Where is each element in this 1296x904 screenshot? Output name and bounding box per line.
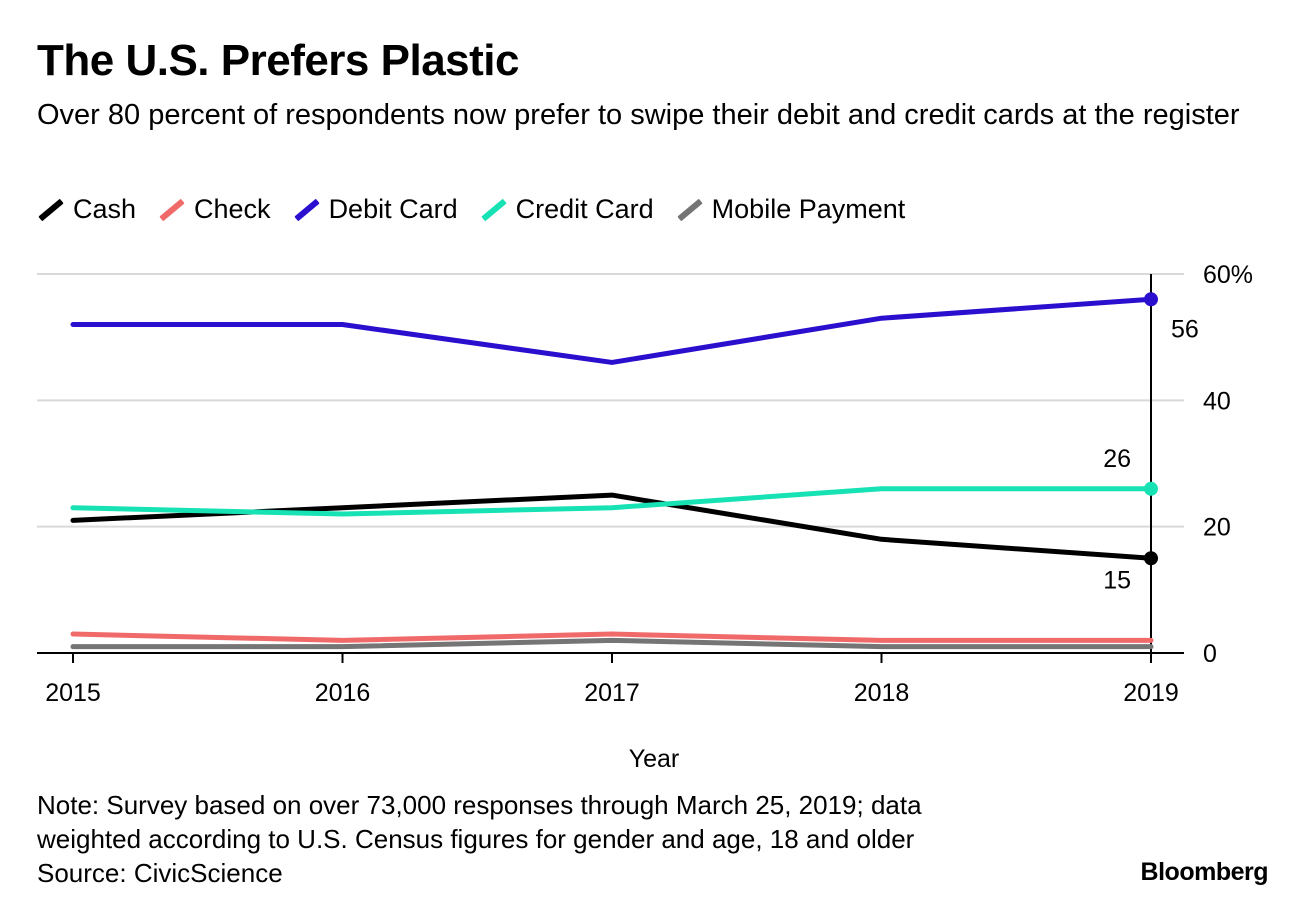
y-tick-label-20: 20 <box>1203 514 1231 542</box>
legend-label-cash: Cash <box>73 194 137 224</box>
chart-subtitle: Over 80 percent of respondents now prefe… <box>37 99 1240 131</box>
x-tick-label-2015: 2015 <box>45 679 101 707</box>
series-line-credit-card <box>70 486 1154 517</box>
legend-label-mobile-payment: Mobile Payment <box>711 194 906 224</box>
end-label-cash: 15 <box>1103 566 1131 594</box>
legend-label-check: Check <box>194 194 271 224</box>
legend-item-cash: Cash <box>37 194 136 225</box>
x-tick-label-2016: 2016 <box>315 679 371 707</box>
legend: Cash Check Debit Card Credit Card Mobile… <box>37 194 927 225</box>
y-tick-label-40: 40 <box>1203 387 1231 415</box>
bloomberg-logo: Bloomberg <box>1140 858 1269 886</box>
legend-item-check: Check <box>158 194 271 225</box>
chart-title: The U.S. Prefers Plastic <box>37 36 520 85</box>
end-marker-debit-card <box>1144 292 1158 307</box>
legend-label-debit-card: Debit Card <box>328 194 458 224</box>
source-line: Source: CivicScience <box>37 858 283 888</box>
legend-item-mobile-payment: Mobile Payment <box>676 194 906 225</box>
x-tick-label-2018: 2018 <box>854 679 910 707</box>
note-line-1: Note: Survey based on over 73,000 respon… <box>37 790 922 820</box>
series-line-check <box>70 631 1154 643</box>
end-marker-credit-card <box>1144 481 1158 496</box>
end-marker-cash <box>1144 551 1158 566</box>
legend-item-debit-card: Debit Card <box>293 194 458 225</box>
chart-note: Note: Survey based on over 73,000 respon… <box>37 788 1117 890</box>
x-tick-label-2019: 2019 <box>1123 679 1179 707</box>
note-line-2: weighted according to U.S. Census figure… <box>37 824 915 854</box>
legend-item-credit-card: Credit Card <box>480 194 654 225</box>
end-label-credit-card: 26 <box>1103 445 1131 473</box>
series-line-mobile-payment <box>70 637 1154 650</box>
legend-label-credit-card: Credit Card <box>515 194 654 224</box>
y-tick-label-60: 60% <box>1203 261 1253 289</box>
y-tick-label-0: 0 <box>1203 640 1217 668</box>
end-label-debit-card: 56 <box>1171 315 1199 343</box>
x-tick-label-2017: 2017 <box>584 679 640 707</box>
series-line-debit-card <box>70 296 1154 365</box>
x-axis-title: Year <box>629 745 680 773</box>
